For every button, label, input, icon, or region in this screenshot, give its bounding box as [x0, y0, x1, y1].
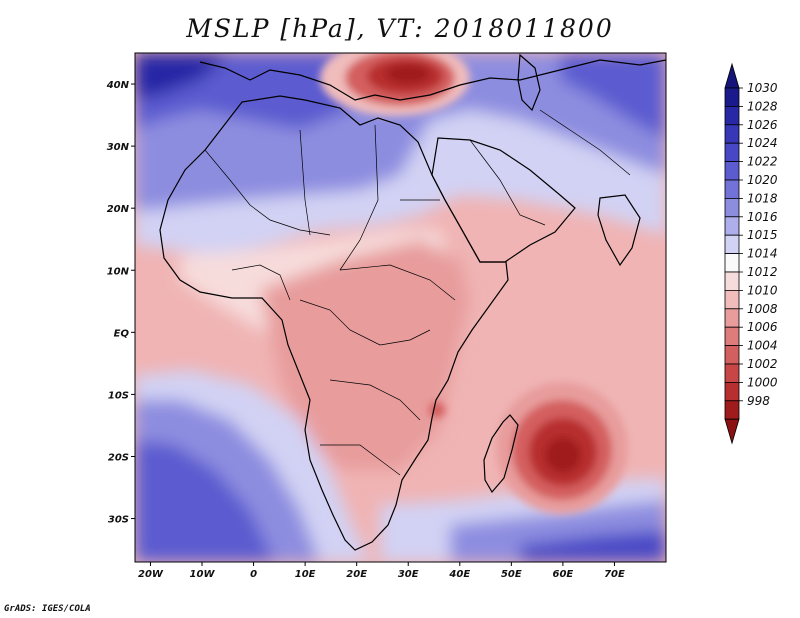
colorbar-swatch	[724, 326, 740, 347]
lon-tick-label: 40E	[448, 569, 470, 580]
colorbar-swatch	[724, 400, 740, 420]
coastlines	[159, 53, 666, 551]
lat-tick-label: 10S	[108, 390, 129, 401]
field-lake-malawi-low	[429, 402, 445, 418]
lon-tick-label: 20W	[138, 569, 164, 580]
border-sahara-west	[204, 149, 331, 236]
colorbar-label: 1004	[747, 339, 778, 353]
colorbar-label: 1024	[747, 136, 778, 150]
border-algeria-mali	[299, 129, 311, 236]
lon-tick-label: 60E	[553, 569, 574, 580]
europe-coastline	[199, 59, 666, 101]
colorbar-swatch	[724, 179, 740, 199]
africa-coastline	[159, 95, 509, 551]
colorbar-label: 1002	[747, 357, 778, 371]
colorbar-label: 1016	[747, 210, 778, 224]
lat-tick-label: 20S	[108, 452, 129, 463]
latitude-axis: 40N 30N 20N 10N EQ 10S 20S 30S	[106, 80, 135, 526]
colorbar-swatch	[724, 216, 740, 236]
arabia-coastline	[431, 137, 576, 263]
india-coastline	[597, 194, 641, 267]
field-northwest-1028	[135, 53, 230, 100]
colorbar-label: 998	[747, 394, 770, 408]
colorbar-swatch	[724, 124, 740, 144]
lon-tick-label: 10W	[190, 569, 216, 580]
colorbar-swatch	[724, 271, 740, 291]
border-arabia-interior	[469, 139, 546, 226]
country-borders	[204, 109, 631, 476]
colorbar-label: 1008	[747, 302, 778, 316]
colorbar: 1030 1028 1026 1024 1022 1020 1018 1016 1015 1014…	[724, 62, 778, 445]
field-south-indian-1024	[520, 530, 666, 562]
colorbar-label: 1030	[747, 81, 778, 95]
colorbar-swatch	[724, 197, 740, 218]
colorbar-label: 1000	[747, 375, 778, 389]
border-angola-zambia	[329, 379, 421, 421]
field-south-atlantic-1022	[135, 440, 275, 562]
lat-tick-label: EQ	[114, 328, 130, 339]
colorbar-swatch	[724, 289, 740, 310]
lon-tick-label: 70E	[604, 569, 625, 580]
colorbar-swatch	[724, 381, 740, 402]
border-iran-pakistan	[539, 109, 631, 176]
colorbar-label: 1020	[747, 173, 778, 187]
colorbar-label: 1028	[747, 99, 778, 113]
lon-tick-label: 30E	[398, 569, 419, 580]
colorbar-swatch	[724, 106, 740, 126]
colorbar-swatch	[724, 142, 740, 162]
border-west-africa	[231, 264, 291, 301]
colorbar-label: 1018	[747, 191, 778, 205]
lat-tick-label: 20N	[107, 204, 130, 215]
madagascar-coastline	[483, 414, 519, 494]
colorbar-swatch	[724, 363, 740, 383]
colorbar-label: 1015	[747, 228, 778, 242]
colorbar-label: 1010	[747, 283, 778, 297]
lon-tick-label: 0	[250, 569, 257, 580]
border-namibia-botswana	[320, 444, 401, 476]
lat-tick-label: 40N	[106, 80, 130, 91]
border-libya-chad	[339, 124, 379, 271]
colorbar-label: 1014	[747, 247, 778, 261]
colorbar-swatch	[724, 234, 740, 254]
field-cyclone-998	[545, 437, 581, 473]
longitude-axis: 20W 10W 0 10E 20E 30E 40E 50E 60E 70E	[138, 562, 625, 580]
map-title: MSLP [hPa], VT: 2018011800	[186, 14, 614, 43]
border-congo-north	[299, 299, 431, 346]
pressure-field	[135, 53, 666, 562]
lon-tick-label: 10E	[295, 569, 316, 580]
colorbar-top-cap	[724, 62, 740, 89]
plot-frame	[134, 52, 667, 563]
colorbar-bottom-cap	[724, 418, 740, 445]
credit-label: GrADS: IGES/COLA	[4, 604, 91, 614]
colorbar-swatch	[724, 345, 740, 365]
field-northeast-1022	[560, 53, 666, 140]
border-sudan-south	[339, 264, 456, 301]
caspian-coastline	[517, 53, 541, 112]
colorbar-swatch	[724, 308, 740, 328]
lat-tick-label: 30N	[107, 142, 130, 153]
lat-tick-label: 10N	[107, 266, 130, 277]
colorbar-swatch	[724, 87, 740, 107]
colorbar-swatch	[724, 161, 740, 181]
lon-tick-label: 50E	[501, 569, 522, 580]
colorbar-label: 1022	[747, 155, 778, 169]
colorbar-swatch	[724, 253, 740, 273]
colorbar-label: 1006	[747, 320, 778, 334]
colorbar-label: 1012	[747, 265, 778, 279]
field-med-low-998	[386, 64, 430, 84]
lat-tick-label: 30S	[108, 515, 129, 526]
field-central-1008	[260, 240, 470, 470]
colorbar-label: 1026	[747, 118, 778, 132]
lon-tick-label: 20E	[346, 569, 367, 580]
